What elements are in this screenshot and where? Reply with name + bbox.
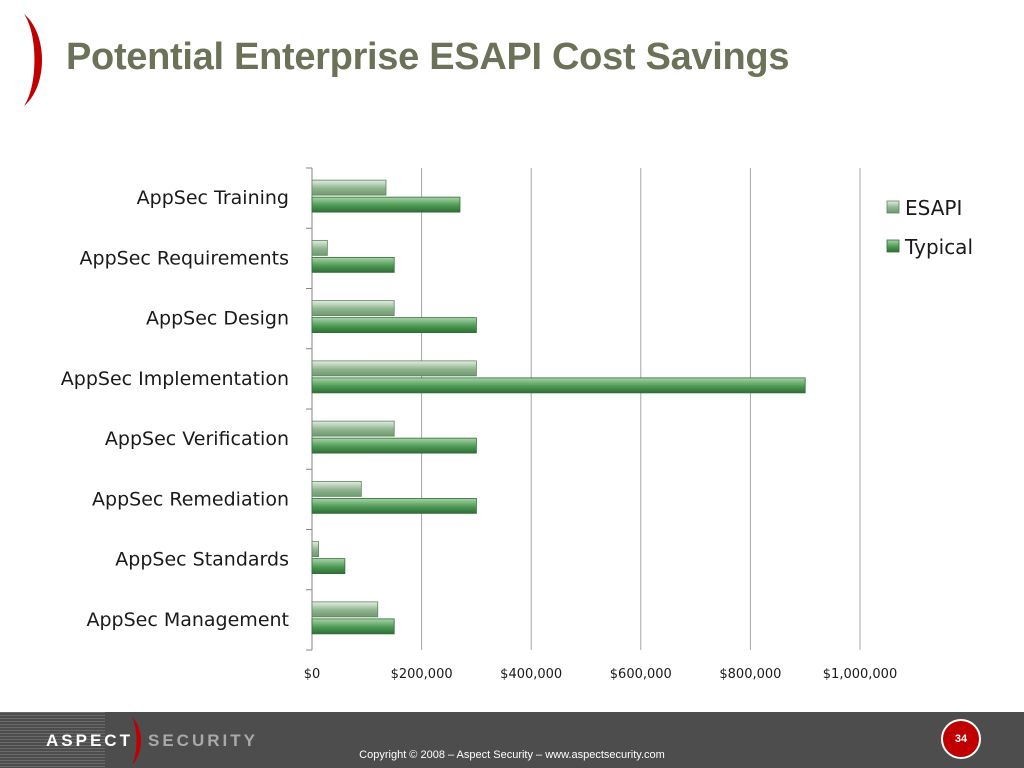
- x-tick-label: $0: [304, 667, 321, 682]
- copyright-text: Copyright © 2008 – Aspect Security – www…: [359, 749, 665, 761]
- bar-esapi: [311, 300, 395, 317]
- category-label: AppSec Remediation: [92, 488, 289, 510]
- x-tick-label: $800,000: [719, 667, 781, 682]
- bar-esapi: [311, 179, 387, 196]
- category-label: AppSec Standards: [115, 549, 289, 571]
- x-tick-label: $200,000: [391, 667, 453, 682]
- bar-typical: [311, 377, 806, 394]
- cost-savings-bar-chart: AppSec Training AppSec Requirements AppSec…: [61, 167, 973, 682]
- bar-esapi: [311, 480, 362, 497]
- bar-typical: [311, 256, 395, 273]
- logo-security-text: SECURITY: [148, 731, 258, 750]
- category-label: AppSec Verification: [105, 428, 289, 450]
- logo-paren-decoration: [132, 717, 141, 765]
- page-number: 34: [954, 733, 968, 745]
- bar-typical: [311, 196, 461, 213]
- x-tick-label: $400,000: [500, 667, 562, 682]
- bar-esapi: [311, 601, 379, 618]
- category-label: AppSec Requirements: [80, 247, 289, 269]
- legend-label: Typical: [904, 235, 973, 259]
- title-paren-decoration: [24, 14, 42, 106]
- x-tick-label: $1,000,000: [823, 667, 897, 682]
- footer-stripe-decoration: [0, 712, 105, 768]
- x-tick-label: $600,000: [610, 667, 672, 682]
- slide-title: Potential Enterprise ESAPI Cost Savings: [66, 36, 790, 78]
- legend-swatch: [886, 200, 900, 214]
- bar-esapi: [311, 239, 328, 256]
- category-label: AppSec Design: [146, 308, 289, 330]
- bar-typical: [311, 437, 477, 454]
- category-label: AppSec Implementation: [61, 368, 289, 390]
- bar-esapi: [311, 541, 319, 558]
- bar-esapi: [311, 360, 477, 377]
- bar-typical: [311, 497, 477, 514]
- legend-swatch: [886, 239, 900, 253]
- footer-bar: ASPECT SECURITY Copyright © 2008 – Aspec…: [0, 712, 1024, 768]
- category-label: AppSec Training: [137, 187, 289, 209]
- logo-aspect-text: ASPECT: [46, 731, 133, 750]
- category-label: AppSec Management: [86, 609, 289, 631]
- bar-esapi: [311, 420, 395, 437]
- bar-typical: [311, 558, 346, 575]
- bar-typical: [311, 317, 477, 334]
- legend-label: ESAPI: [905, 196, 962, 220]
- bar-typical: [311, 618, 395, 635]
- page-number-badge: 34: [941, 719, 981, 759]
